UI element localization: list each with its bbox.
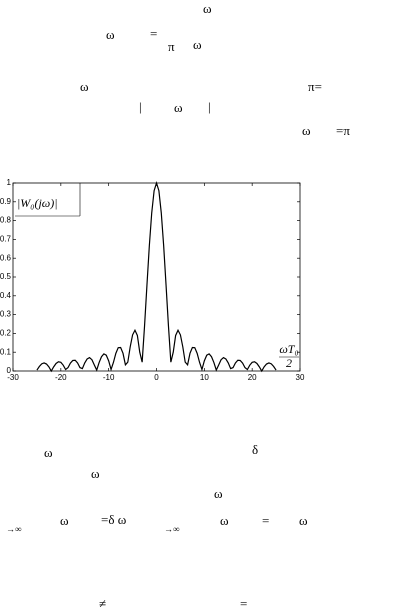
y-tick-label: 0.8 xyxy=(0,216,12,225)
math-fragment: ≠ xyxy=(99,596,107,610)
math-fragment: =δ ω xyxy=(101,512,127,527)
x-tick-label: -10 xyxy=(103,373,115,382)
curve xyxy=(36,180,277,373)
math-fragment: | xyxy=(139,99,142,114)
math-fragment: ω xyxy=(299,513,308,528)
math-fragment: ω xyxy=(220,513,229,528)
y-tick-label: 0.4 xyxy=(0,291,12,300)
math-fragment: ω xyxy=(44,445,53,460)
math-fragment: ω xyxy=(106,27,115,42)
math-fragment: →∞ xyxy=(164,524,180,534)
math-fragment: =π xyxy=(336,123,350,138)
y-tick-label: 0.9 xyxy=(0,197,12,206)
x-tick-label: 30 xyxy=(296,373,305,382)
annotation: ωT₀ xyxy=(279,342,298,356)
annotation: |W₀(jω)| xyxy=(17,196,58,210)
math-fragment: ω xyxy=(60,513,69,528)
math-fragment: ω xyxy=(193,37,202,52)
x-tick-label: -20 xyxy=(55,373,67,382)
y-tick-label: 0.2 xyxy=(0,329,12,338)
math-fragment: δ xyxy=(252,442,259,457)
annotation: 2 xyxy=(286,356,292,370)
y-tick-label: 0 xyxy=(7,366,12,375)
math-fragment: ω xyxy=(174,100,183,115)
plot-frame xyxy=(12,182,301,372)
math-fragment: ω xyxy=(80,79,89,94)
x-tick-label: -30 xyxy=(7,373,19,382)
y-tick-label: 0.1 xyxy=(0,347,12,356)
x-tick-label: 20 xyxy=(248,373,257,382)
math-fragment: = xyxy=(150,26,158,41)
x-tick-label: 10 xyxy=(200,373,209,382)
y-tick-label: 0.5 xyxy=(0,272,12,281)
y-tick-label: 1 xyxy=(7,178,12,187)
math-fragment: ω xyxy=(91,466,100,481)
math-fragment: →∞ xyxy=(6,524,22,534)
y-tick-label: 0.6 xyxy=(0,253,12,262)
math-fragment: | xyxy=(208,99,211,114)
math-fragment: ω xyxy=(203,1,212,16)
math-fragment: ω xyxy=(302,123,311,138)
y-tick-label: 0.3 xyxy=(0,310,12,319)
math-fragment: π= xyxy=(308,79,322,94)
math-fragment: = xyxy=(262,513,270,528)
math-fragment: π xyxy=(168,39,175,54)
math-fragment: ω xyxy=(214,486,223,501)
x-tick-label: 0 xyxy=(154,373,159,382)
math-fragment: = xyxy=(240,596,248,610)
y-tick-label: 0.7 xyxy=(0,235,12,244)
